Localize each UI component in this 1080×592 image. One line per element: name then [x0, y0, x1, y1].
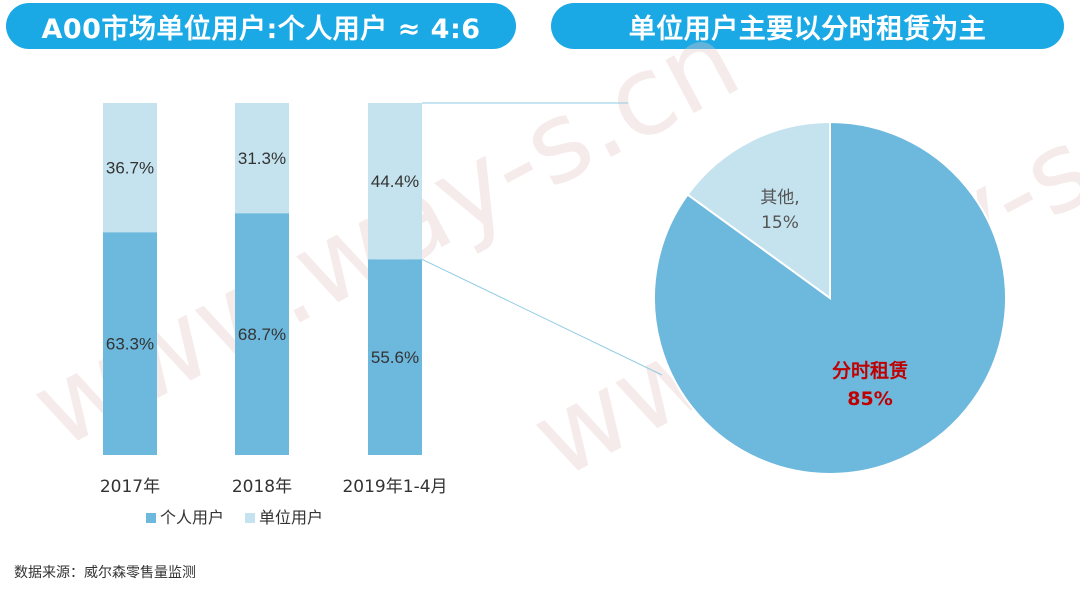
category-label-2: 2019年1-4月: [342, 477, 447, 497]
bar-label-2-series-0: 55.6%: [371, 348, 419, 367]
right-title: 单位用户主要以分时租赁为主: [551, 3, 1064, 49]
pie-chart: 其他, 15% 分时租赁 85%: [653, 120, 1007, 475]
pie-slice-1-name: 其他,: [760, 188, 799, 208]
connector-line-bottom: [421, 258, 663, 376]
bar-1-series-1: [235, 103, 289, 214]
pie-slice-1-value: 15%: [761, 213, 799, 233]
legend-label-1: 单位用户: [259, 508, 323, 527]
pie-slice-1: [686, 120, 831, 300]
bar-0-series-1: [103, 103, 157, 233]
legend-label-0: 个人用户: [160, 508, 224, 527]
pie-slice-0: [653, 120, 1007, 475]
stacked-bar-chart: 63.3% 36.7% 2017年 68.7% 31.3% 2018年 55.6% 44.4%…: [100, 103, 448, 497]
legend-swatch-0: [146, 513, 156, 523]
bar-2-series-0: [368, 259, 422, 455]
legend-swatch-1: [245, 513, 255, 523]
bar-label-0-series-1: 36.7%: [106, 159, 154, 178]
legend: 个人用户 单位用户: [146, 508, 323, 527]
source-note: 数据来源：威尔森零售量监测: [14, 565, 196, 581]
bar-label-2-series-1: 44.4%: [371, 172, 419, 191]
category-label-1: 2018年: [232, 477, 292, 497]
bar-label-1-series-1: 31.3%: [238, 149, 286, 168]
bar-label-0-series-0: 63.3%: [106, 335, 154, 354]
pie-slice-0-value: 85%: [847, 388, 892, 410]
category-label-0: 2017年: [100, 477, 160, 497]
bar-0-series-0: [103, 232, 157, 455]
bar-2-series-1: [368, 103, 422, 260]
bar-label-1-series-0: 68.7%: [238, 325, 286, 344]
bar-1-series-0: [235, 213, 289, 455]
pie-slice-0-name: 分时租赁: [832, 359, 908, 382]
connector-lines: [421, 102, 663, 376]
left-title: A00市场单位用户:个人用户 ≈ 4:6: [6, 3, 516, 49]
